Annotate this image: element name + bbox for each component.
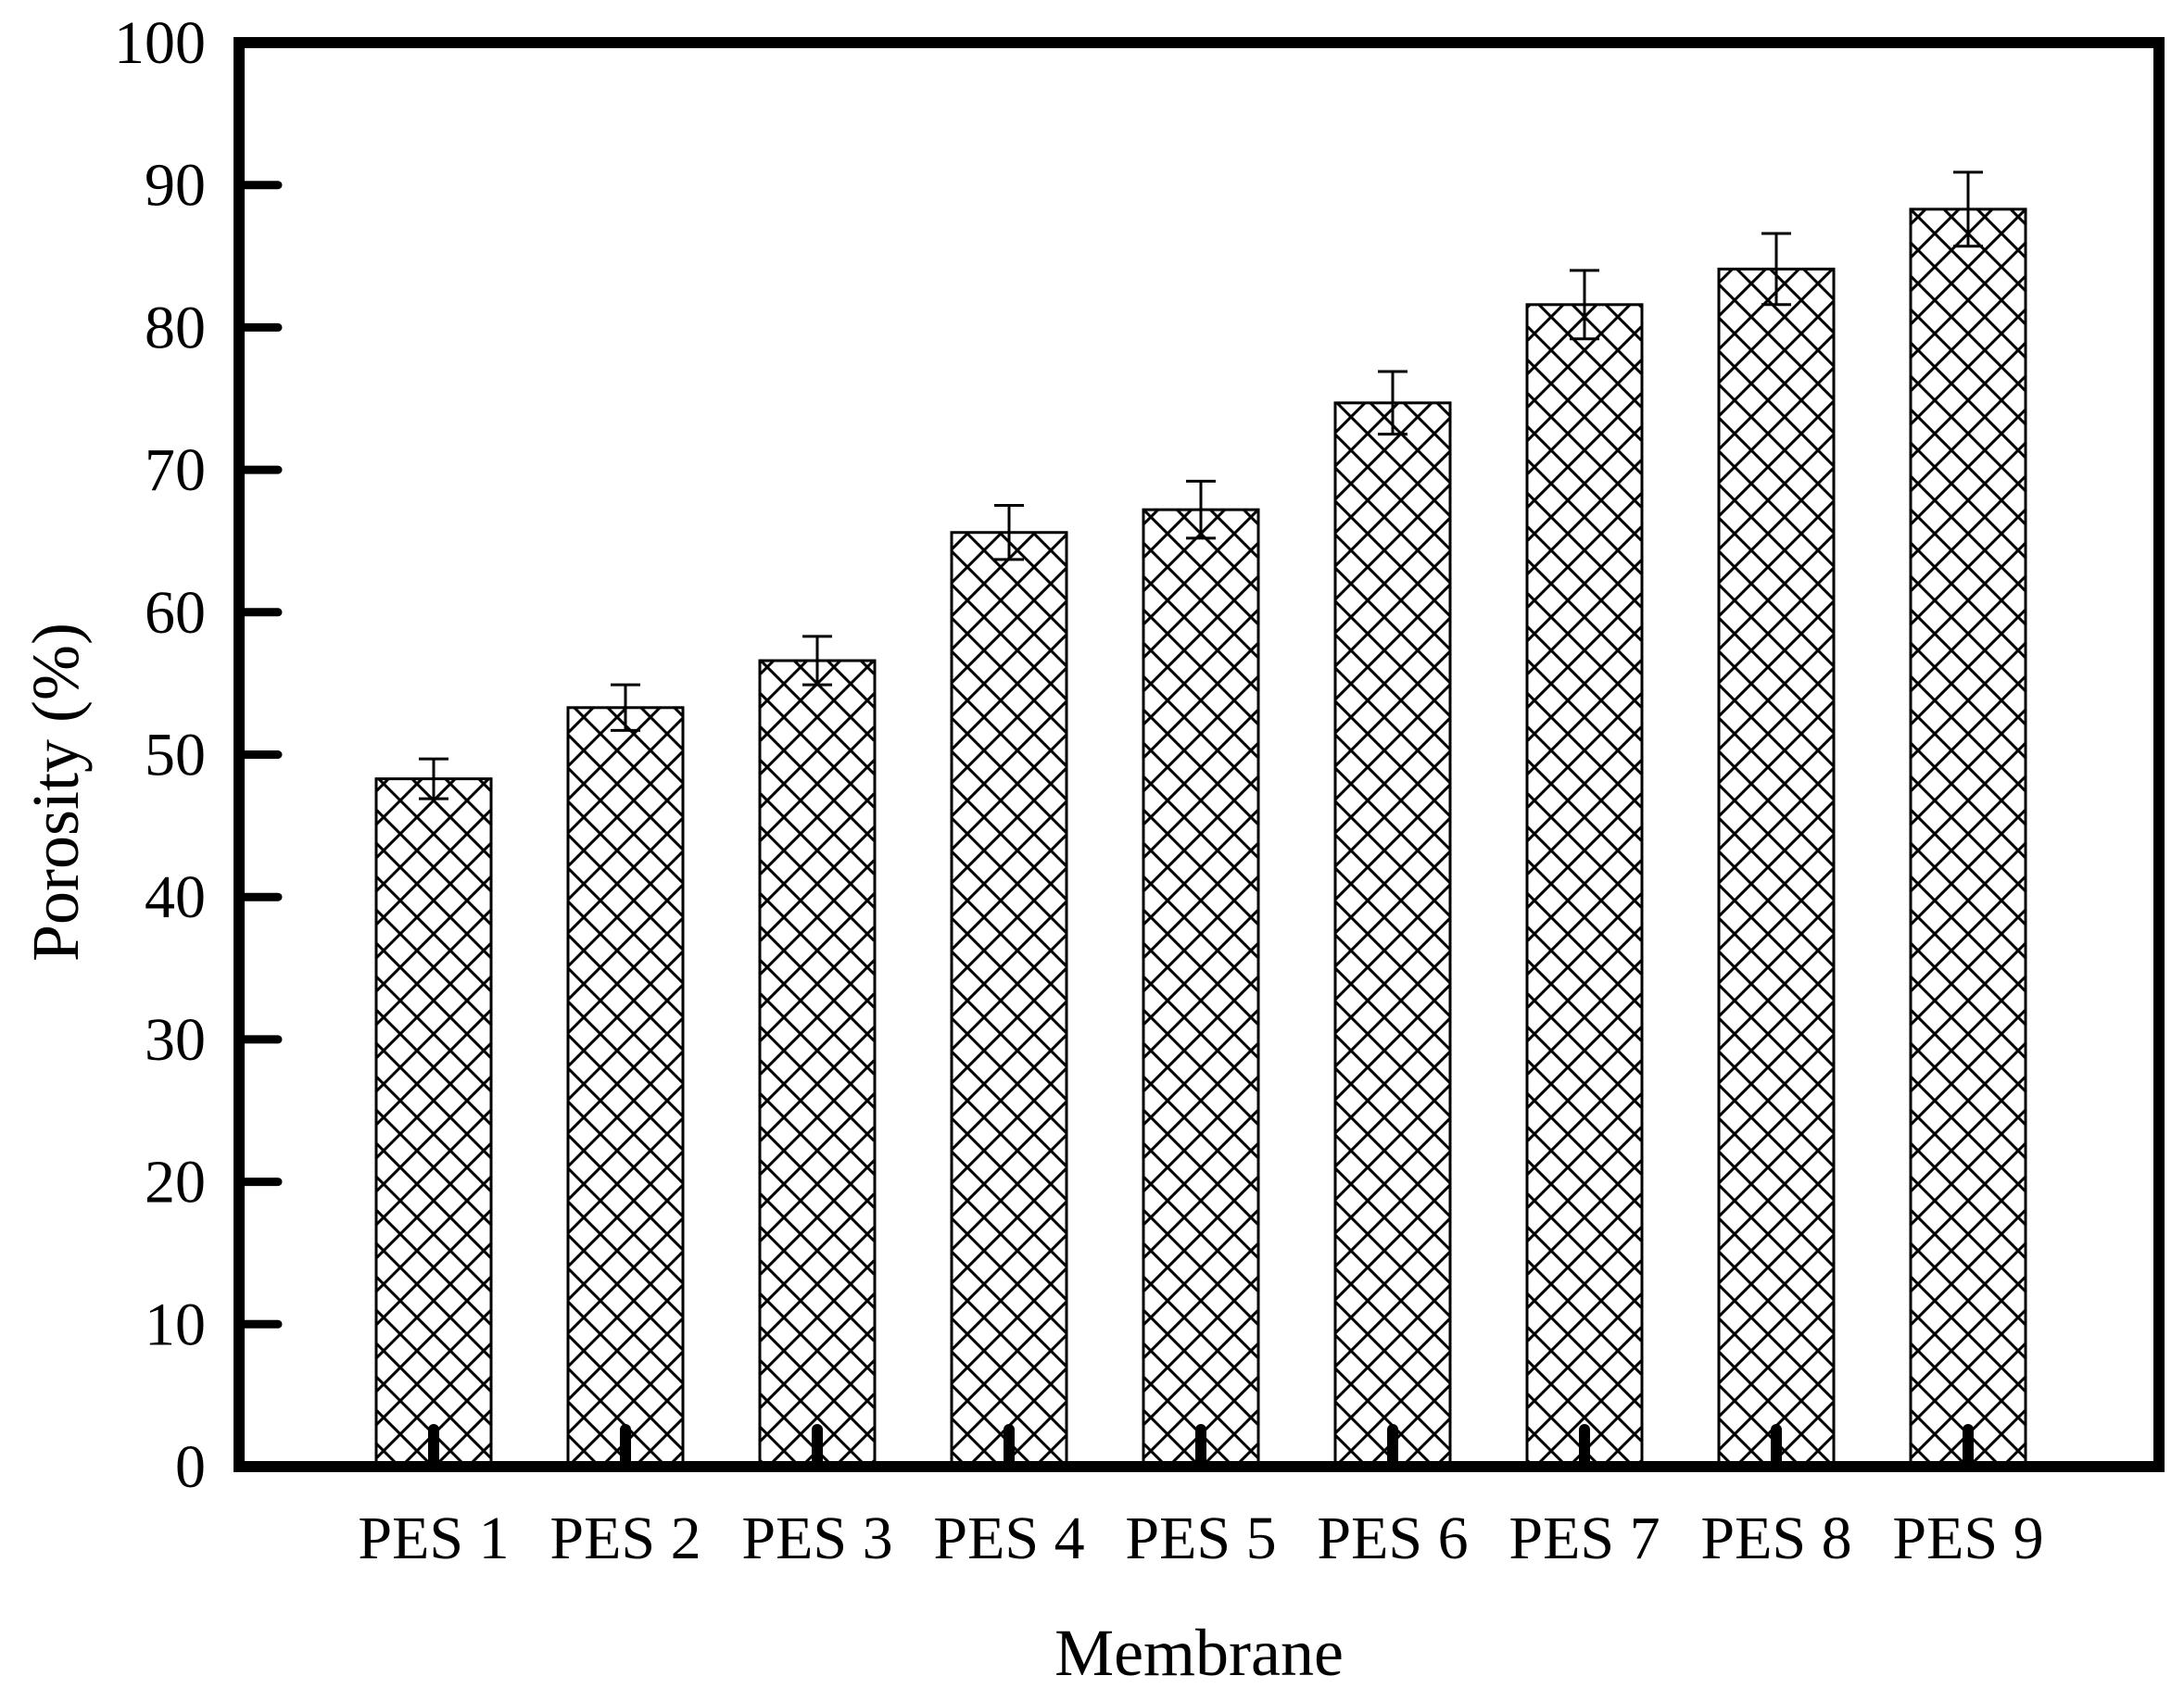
x-tick-label: PES 8 <box>1700 1505 1851 1572</box>
x-tick-label: PES 3 <box>741 1505 892 1572</box>
y-tick-label: 60 <box>145 579 206 647</box>
bar-3 <box>758 659 877 1468</box>
plot-frame <box>234 37 2165 1472</box>
y-tick-label: 50 <box>145 722 206 789</box>
y-tick-label: 70 <box>145 436 206 504</box>
y-tick-label: 0 <box>175 1433 206 1501</box>
bar-1 <box>374 777 493 1468</box>
bar-2 <box>566 706 685 1468</box>
bar-7 <box>1525 303 1644 1468</box>
y-tick-label: 10 <box>145 1291 206 1358</box>
bar-9 <box>1909 208 2027 1468</box>
bar-8 <box>1717 267 1836 1468</box>
x-tick-label: PES 7 <box>1509 1505 1660 1572</box>
x-tick-label: PES 6 <box>1317 1505 1468 1572</box>
y-tick-label: 40 <box>145 863 206 931</box>
x-tick-label: PES 4 <box>933 1505 1084 1572</box>
x-tick-label: PES 5 <box>1125 1505 1276 1572</box>
y-tick-label: 90 <box>145 152 206 220</box>
bar-4 <box>950 531 1068 1468</box>
y-tick-label: 80 <box>145 294 206 361</box>
y-tick-label: 20 <box>145 1149 206 1216</box>
x-axis-title: Membrane <box>1054 1616 1344 1690</box>
y-tick-label: 100 <box>114 9 206 77</box>
bar-5 <box>1142 508 1260 1468</box>
y-tick-label: 30 <box>145 1006 206 1074</box>
x-tick-label: PES 1 <box>358 1505 509 1572</box>
bar-6 <box>1333 401 1452 1468</box>
x-tick-label: PES 9 <box>1892 1505 2043 1572</box>
x-tick-label: PES 2 <box>549 1505 701 1572</box>
y-axis-title: Porosity (%) <box>19 623 93 962</box>
